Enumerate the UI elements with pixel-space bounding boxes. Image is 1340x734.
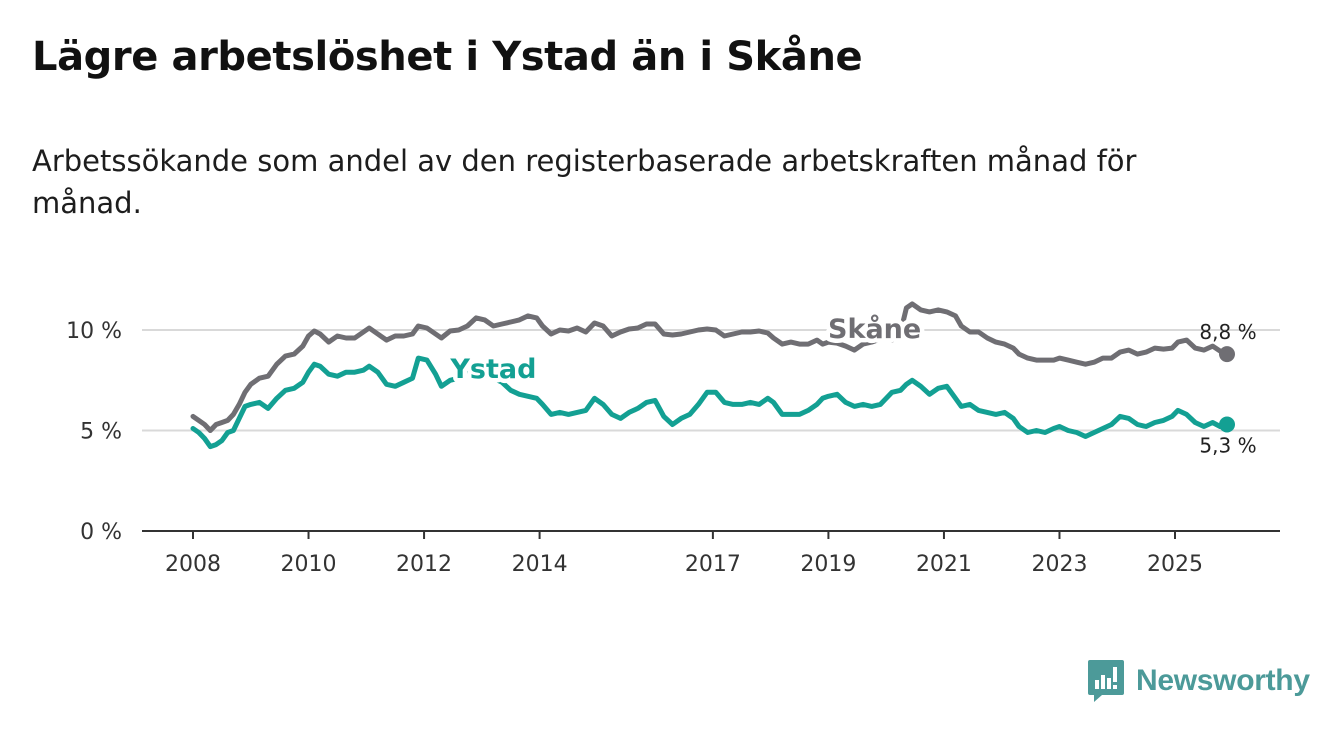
chart-subtitle: Arbetssökande som andel av den registerb… (32, 144, 1137, 220)
brand-name: Newsworthy (1136, 664, 1310, 697)
series-label-halo: Ystad (449, 354, 536, 385)
end-value-label: 5,3 % (1199, 433, 1256, 457)
end-marker-0 (1219, 346, 1235, 363)
x-tick-label: 2012 (396, 552, 452, 577)
x-tick-label: 2010 (281, 552, 337, 577)
series-label-halo: Skåne (828, 313, 921, 345)
series-label: Ystad (449, 354, 536, 385)
x-tick-label: 2008 (165, 552, 221, 577)
series-line-skne (190, 301, 1230, 433)
chart-title: Lägre arbetslöshet i Ystad än i Skåne (32, 34, 863, 80)
end-value-label: 8,8 % (1199, 320, 1256, 344)
x-tick-label: 2014 (512, 552, 568, 577)
series-label: Skåne (828, 313, 921, 345)
x-tick-label: 2025 (1147, 552, 1203, 577)
y-tick-label: 10 % (66, 319, 122, 344)
brand-logo: Newsworthy (1088, 660, 1310, 702)
x-tick-label: 2017 (685, 552, 741, 577)
x-tick-label: 2021 (916, 552, 972, 577)
x-tick-label: 2019 (800, 552, 856, 577)
x-tick-label: 2023 (1031, 552, 1087, 577)
end-marker-1 (1219, 416, 1235, 433)
y-tick-label: 5 % (80, 420, 122, 445)
y-tick-label: 0 % (80, 520, 122, 545)
series-line-ystad (190, 355, 1230, 450)
newsworthy-logo-icon (1088, 660, 1124, 702)
